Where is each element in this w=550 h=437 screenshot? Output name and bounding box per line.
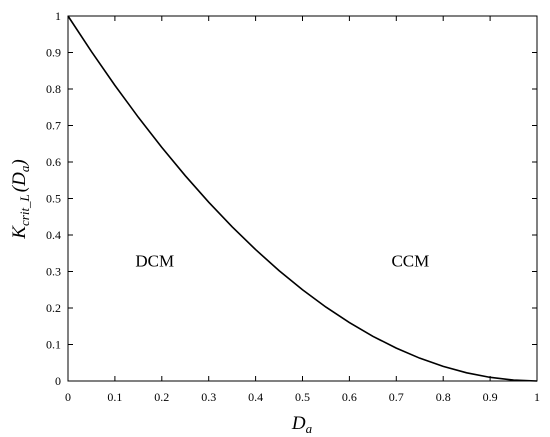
x-tick-label: 0.8 [436,390,451,404]
ticks [67,15,538,382]
x-tick-label: 0.5 [295,390,310,404]
y-tick-label: 0.8 [46,82,61,96]
y-tick-label: 1 [55,9,61,23]
x-tick-label: 0.9 [483,390,498,404]
y-tick-label: 0.9 [46,46,61,60]
x-tick-label: 0.7 [389,390,404,404]
y-tick-label: 0.1 [46,338,61,352]
x-tick-label: 0.4 [248,390,263,404]
y-tick-label: 0.6 [46,155,61,169]
y-tick-label: 0.2 [46,301,61,315]
y-tick-label: 0.5 [46,192,61,206]
region-label-dcm: DCM [135,252,174,271]
x-tick-label: 0.2 [154,390,169,404]
x-axis-label: Da [291,413,313,436]
region-label-ccm: CCM [391,252,429,271]
y-tick-label: 0.4 [46,228,61,242]
annotations: DCM CCM [135,252,429,271]
y-tick-label: 0.7 [46,119,61,133]
x-tick-label: 0.6 [342,390,357,404]
x-tick-label: 0.1 [107,390,122,404]
tick-labels: 0 0.1 0.2 0.3 0.4 0.5 0.6 0.7 0.8 0.9 1 0 0.1 0.2 0.3 0… [46,9,540,404]
y-tick-label: 0 [55,374,61,388]
plot-area-frame [67,15,538,382]
y-axis-label: Kcrit_L(Da) [9,159,32,239]
series-curve [67,15,538,382]
x-tick-label: 0 [65,390,71,404]
y-tick-label: 0.3 [46,265,61,279]
x-tick-label: 1 [534,390,540,404]
x-tick-label: 0.3 [201,390,216,404]
